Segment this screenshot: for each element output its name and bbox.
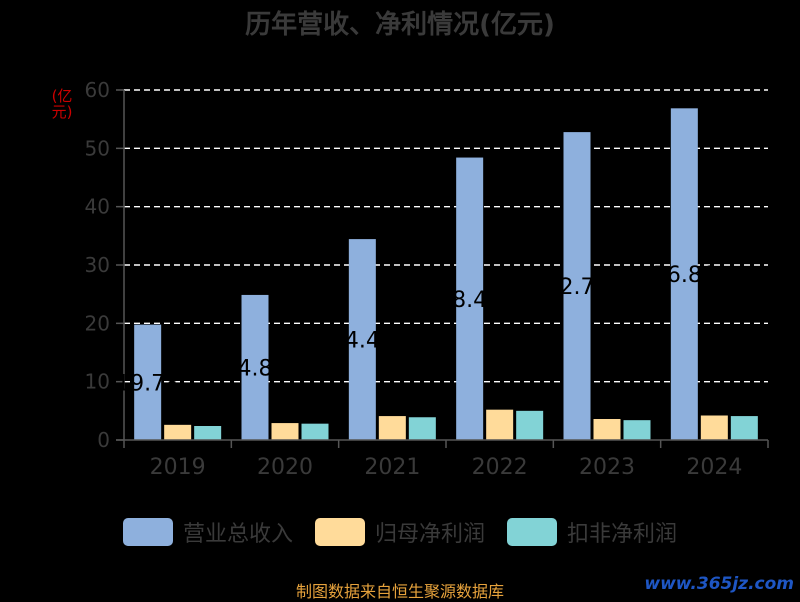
bar-1-2024 <box>670 108 698 441</box>
bar-3-2022 <box>516 410 544 440</box>
bar-3-2021 <box>408 417 436 440</box>
bar-1-2021 <box>348 239 376 440</box>
x-tick-label: 2021 <box>364 455 420 480</box>
data-label-2024: 56.86 <box>653 263 716 288</box>
bar-1-2023 <box>563 132 591 440</box>
x-tick-label: 2020 <box>257 455 313 480</box>
x-tick-label: 2022 <box>472 455 528 480</box>
data-label-2023: 52.78 <box>546 275 609 300</box>
data-label-2019: 19.78 <box>116 371 179 396</box>
data-label-2021: 34.44 <box>331 329 394 354</box>
bar-2-2021 <box>378 416 406 440</box>
bar-2-2022 <box>486 409 514 440</box>
y-tick-label: 20 <box>85 311 110 335</box>
legend-item-2[interactable]: 归母净利润 <box>314 516 485 548</box>
grid-lines <box>124 89 768 383</box>
bar-3-2023 <box>623 420 651 440</box>
data-label-2020: 24.87 <box>224 356 287 381</box>
y-axis-unit-label: (亿元) <box>51 87 73 121</box>
legend-swatch <box>314 518 365 546</box>
x-tick-label: 2019 <box>150 455 206 480</box>
legend-label: 归母净利润 <box>374 522 485 547</box>
bar-2-2023 <box>593 419 621 440</box>
x-axis: 2019 2020 2021 2022 2023 2024 <box>116 439 769 480</box>
bars <box>134 108 758 441</box>
bar-1-2020 <box>241 294 269 440</box>
chart-title: 历年营收、净利情况(亿元) <box>245 10 555 40</box>
legend-label: 营业总收入 <box>182 522 293 547</box>
y-tick-label: 0 <box>97 428 110 452</box>
bar-3-2019 <box>194 426 222 440</box>
legend-swatch <box>507 518 557 546</box>
legend: 营业总收入 归母净利润 扣非净利润 <box>0 516 800 548</box>
x-tick-label: 2023 <box>579 455 635 480</box>
y-tick-label: 30 <box>85 253 110 277</box>
y-tick-label: 50 <box>85 136 110 160</box>
bar-2-2019 <box>164 424 192 440</box>
bar-2-2020 <box>271 423 299 440</box>
data-labels: 19.78 24.87 34.44 48.42 52.78 56.86 <box>116 263 716 396</box>
legend-label: 扣非净利润 <box>567 522 678 547</box>
legend-item-3[interactable]: 扣非净利润 <box>507 516 677 548</box>
watermark: www.365jz.com <box>644 574 794 594</box>
y-tick-label: 60 <box>85 78 110 102</box>
legend-item-1[interactable]: 营业总收入 <box>122 516 293 548</box>
bar-3-2020 <box>301 423 329 440</box>
bar-1-2019 <box>134 324 162 440</box>
y-tick-label: 40 <box>85 195 110 219</box>
bar-2-2024 <box>700 415 728 440</box>
bar-1-2022 <box>456 157 484 441</box>
y-axis-ticks: 0 10 20 30 40 50 60 <box>85 78 125 452</box>
x-tick-label: 2024 <box>686 455 742 480</box>
bar-3-2024 <box>730 416 758 440</box>
data-label-2022: 48.42 <box>438 288 501 313</box>
bar-chart: 0 10 20 30 40 50 60 19.78 24.87 34.44 48.42 52.78 5… <box>85 78 769 480</box>
y-tick-label: 10 <box>85 370 110 394</box>
legend-swatch <box>122 518 173 546</box>
source-note: 制图数据来自恒生聚源数据库 <box>295 582 504 601</box>
